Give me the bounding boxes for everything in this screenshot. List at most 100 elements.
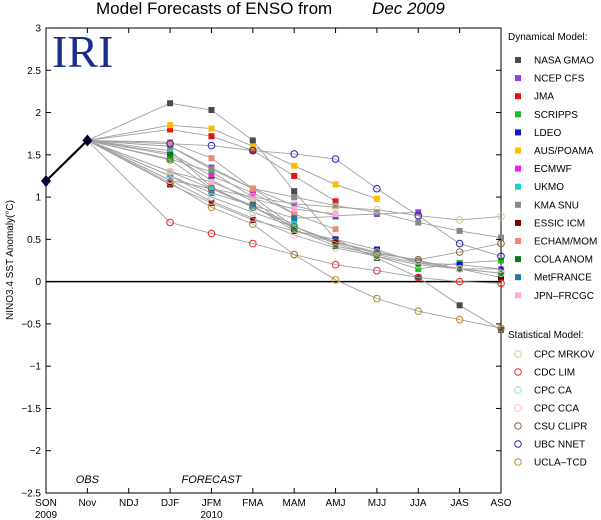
obs-annotation: OBS <box>76 474 100 486</box>
legend-item: ECHAM/MOM <box>515 237 597 248</box>
legend-label: LDEO <box>534 128 561 139</box>
data-point <box>497 252 505 261</box>
iri-logo: IRI <box>52 26 113 77</box>
legend-marker <box>515 183 521 190</box>
legend-label: CPC MRKOV <box>534 350 595 361</box>
data-point <box>167 126 174 133</box>
y-tick-label: 2.5 <box>27 66 41 77</box>
legend-header-statistical: Statistical Model: <box>508 330 584 341</box>
series-ucla-tcd <box>87 140 505 332</box>
data-point <box>291 172 298 179</box>
data-point <box>373 294 381 303</box>
legend-marker <box>515 201 521 208</box>
data-point <box>373 266 381 275</box>
data-point <box>414 255 423 264</box>
data-point <box>332 236 339 243</box>
data-point <box>208 107 215 114</box>
data-point <box>291 205 298 212</box>
data-point <box>332 202 339 209</box>
data-point <box>167 181 174 188</box>
series-line <box>87 139 502 239</box>
data-point <box>167 147 174 154</box>
data-point <box>332 243 339 250</box>
data-point <box>207 193 216 201</box>
legend-label: NASA GMAO <box>534 56 594 67</box>
legend-marker <box>514 422 522 430</box>
legend-item: CDC LIM <box>514 368 575 379</box>
observed-line <box>45 139 89 182</box>
legend-item: KMA SNU <box>515 200 579 211</box>
series-line <box>87 140 502 274</box>
series-ukmo <box>87 139 298 228</box>
data-point <box>331 155 340 163</box>
data-point <box>167 143 174 150</box>
legend-item: SCRIPPS <box>515 110 578 121</box>
legend-label: ECMWF <box>534 164 572 175</box>
legend-marker <box>514 386 522 394</box>
data-point <box>291 162 298 169</box>
data-point <box>208 183 215 190</box>
data-point <box>455 265 464 273</box>
legend-item: UKMO <box>515 182 564 193</box>
data-point <box>414 307 423 316</box>
legend-label: UKMO <box>534 182 564 193</box>
legend-label: SCRIPPS <box>534 110 578 121</box>
legend-item: JMA <box>515 92 554 103</box>
legend-item: CPC CA <box>514 386 572 397</box>
legend-label: COLA ANOM <box>534 255 593 266</box>
data-point <box>249 208 257 217</box>
data-point <box>291 215 298 222</box>
data-point <box>166 178 174 187</box>
x-tick-label: NDJ <box>119 498 138 509</box>
legend-marker <box>514 458 522 466</box>
data-point <box>208 133 215 140</box>
series-csu-clipr <box>87 140 505 264</box>
legend-marker <box>515 75 521 82</box>
data-point <box>331 276 340 284</box>
data-point <box>290 200 298 208</box>
legend-item: AUS/POAMA <box>515 146 594 157</box>
series-layer <box>87 100 505 333</box>
data-point <box>332 181 339 188</box>
x-tick-label: DJF <box>161 498 179 509</box>
year-label: 2010 <box>200 510 223 520</box>
data-point <box>373 209 380 216</box>
legend-item: NASA GMAO <box>515 56 594 67</box>
data-point <box>208 155 215 162</box>
observed-point <box>82 134 93 147</box>
data-point <box>249 185 256 192</box>
legend-label: KMA SNU <box>534 200 579 211</box>
data-point <box>249 143 256 150</box>
y-tick-label: −0.5 <box>21 319 41 330</box>
data-point <box>208 178 215 185</box>
x-tick-label: MJJ <box>368 498 386 509</box>
data-point <box>498 326 504 333</box>
data-point <box>167 122 174 129</box>
x-tick-label: SON <box>35 498 57 509</box>
data-point <box>207 184 216 193</box>
x-tick-label: JAS <box>450 498 469 509</box>
series-cpc-cca <box>87 140 505 273</box>
x-tick-label: JFM <box>202 498 221 509</box>
data-point <box>497 279 505 288</box>
legend-marker <box>515 57 521 63</box>
y-tick-label: 3 <box>35 24 41 35</box>
legend-item: CSU CLIPR <box>514 422 587 433</box>
data-point <box>290 150 298 158</box>
data-point <box>249 193 257 201</box>
series-line <box>87 140 502 284</box>
data-point <box>291 202 298 209</box>
legend-label: NCEP CFS <box>534 74 585 85</box>
data-point <box>498 274 504 281</box>
legend-item: CPC MRKOV <box>514 350 595 361</box>
data-point <box>167 100 174 107</box>
data-point <box>331 244 340 252</box>
legend-label: ESSIC ICM <box>534 218 585 229</box>
x-tick-label: ASO <box>490 498 511 509</box>
legend-header-dynamical: Dynamical Model: <box>508 32 587 43</box>
data-point <box>455 248 464 256</box>
legend-marker <box>515 238 521 244</box>
legend-marker <box>515 111 521 118</box>
data-point <box>166 218 174 227</box>
series-line <box>87 140 502 221</box>
